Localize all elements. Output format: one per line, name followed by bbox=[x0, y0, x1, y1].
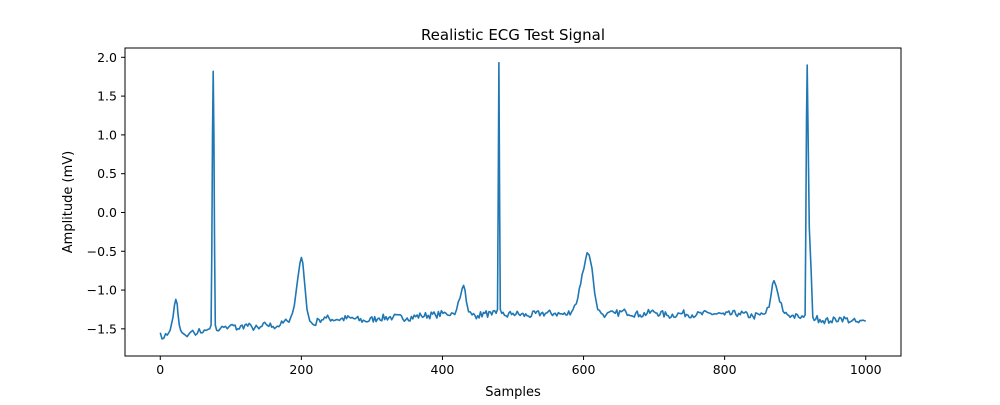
y-tick-label: 0.5 bbox=[97, 166, 117, 181]
y-tick-label: −1.0 bbox=[87, 283, 117, 298]
ticks-layer: 0 200 400 600 800 1000 −1.5 −1.0 −0.5 0.0 0.5 1.0 1.… bbox=[87, 50, 882, 377]
plot-layer bbox=[159, 61, 866, 340]
chart-title: Realistic ECG Test Signal bbox=[421, 26, 605, 44]
axes-frame bbox=[124, 47, 902, 357]
x-tick-label: 0 bbox=[156, 362, 164, 377]
x-tick-label: 200 bbox=[289, 362, 313, 377]
x-tick-label: 600 bbox=[572, 362, 596, 377]
y-tick-label: 2.0 bbox=[97, 50, 117, 65]
x-tick-label: 400 bbox=[431, 362, 455, 377]
y-tick-label: −0.5 bbox=[87, 244, 117, 259]
ecg-series-line bbox=[159, 61, 866, 340]
y-tick-label: 1.5 bbox=[97, 89, 117, 104]
y-tick-label: 0.0 bbox=[97, 205, 117, 220]
x-tick-label: 800 bbox=[713, 362, 737, 377]
y-tick-label: −1.5 bbox=[87, 321, 117, 336]
x-tick-label: 1000 bbox=[850, 362, 882, 377]
y-tick-label: 1.0 bbox=[97, 127, 117, 142]
y-axis-label: Amplitude (mV) bbox=[61, 151, 76, 253]
x-axis-label: Samples bbox=[485, 385, 541, 400]
